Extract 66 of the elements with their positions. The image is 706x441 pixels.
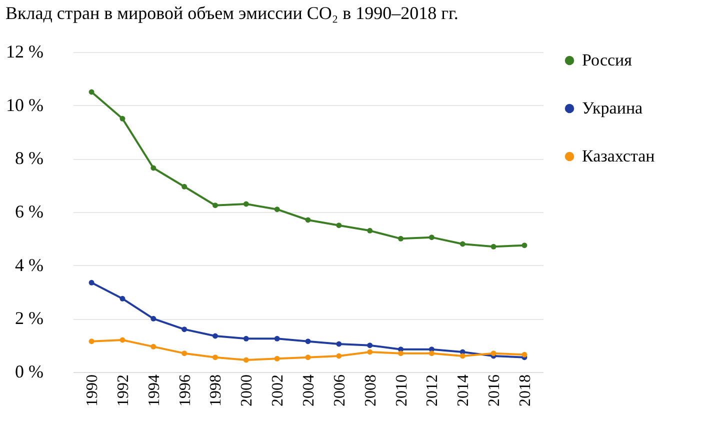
x-tick-label: 2002	[270, 374, 287, 406]
point	[212, 333, 218, 339]
point	[150, 344, 156, 350]
point	[336, 222, 342, 228]
point	[120, 296, 126, 302]
x-tick-label: 2014	[455, 374, 472, 406]
point	[367, 342, 373, 348]
y-tick-label: 0 %	[15, 362, 44, 382]
point	[120, 116, 126, 122]
point	[182, 350, 188, 356]
point	[212, 354, 218, 360]
point	[305, 354, 311, 360]
x-tick-label: 2018	[516, 374, 534, 406]
point	[398, 236, 404, 242]
y-tick-label: 12 %	[6, 42, 44, 62]
x-tick-label: 1994	[146, 374, 163, 406]
x-tick-label: 2006	[331, 374, 348, 406]
point	[522, 352, 528, 358]
point	[88, 280, 94, 286]
x-tick-label: 2004	[300, 374, 318, 406]
x-tick-label: 2000	[238, 374, 256, 406]
point	[336, 341, 342, 347]
point	[212, 202, 218, 208]
legend-label: Украина	[582, 98, 644, 118]
point	[336, 353, 342, 359]
point	[88, 89, 94, 95]
point	[243, 357, 249, 363]
point	[398, 350, 404, 356]
point	[367, 228, 373, 234]
point	[243, 336, 249, 342]
x-tick-label: 2016	[486, 374, 504, 406]
point	[460, 353, 466, 359]
point	[150, 316, 156, 322]
x-tick-label: 1992	[114, 374, 132, 406]
point	[428, 350, 434, 356]
x-tick-label: 2010	[393, 374, 410, 406]
legend-label: Россия	[582, 50, 632, 70]
point	[150, 165, 156, 171]
y-tick-label: 8 %	[15, 148, 44, 168]
point	[305, 338, 311, 344]
point	[243, 201, 249, 207]
y-tick-label: 6 %	[15, 202, 44, 222]
y-tick-label: 4 %	[15, 254, 44, 275]
point	[490, 350, 496, 356]
point	[367, 349, 373, 355]
point	[274, 356, 280, 362]
point	[274, 336, 280, 342]
chart-title: Вклад стран в мировой объем эмиссии CO₂ в 1990–2018 гг.	[6, 3, 458, 23]
point	[428, 234, 434, 240]
point	[522, 242, 528, 248]
point	[460, 241, 466, 247]
point	[182, 326, 188, 332]
point	[88, 338, 94, 344]
point	[274, 206, 280, 212]
point	[120, 337, 126, 343]
x-tick-label: 2012	[424, 374, 442, 406]
x-tick-label: 1990	[84, 374, 102, 406]
legend-label: Казахстан	[582, 146, 655, 166]
point	[182, 184, 188, 190]
point	[490, 244, 496, 250]
point	[305, 217, 311, 223]
y-tick-label: 10 %	[6, 94, 44, 115]
x-tick-label: 1996	[176, 374, 194, 406]
x-tick-label: 2008	[362, 374, 380, 406]
x-tick-label: 1998	[208, 374, 225, 406]
y-tick-label: 2 %	[15, 308, 44, 328]
